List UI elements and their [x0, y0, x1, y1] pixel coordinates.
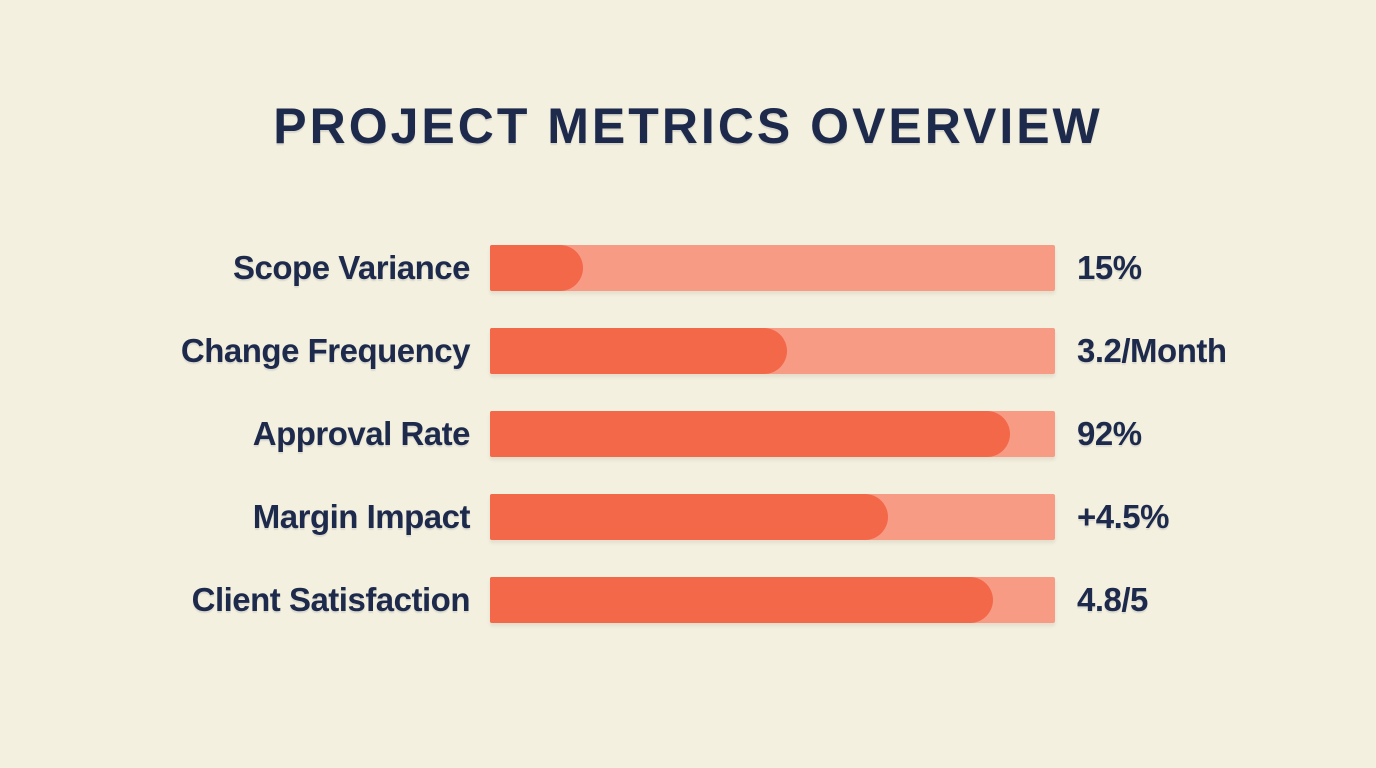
metric-bar-track — [490, 245, 1055, 291]
metric-bar-fill — [490, 328, 787, 374]
metric-row-margin-impact: Margin Impact +4.5% — [0, 494, 1376, 540]
metric-value: 3.2/Month — [1077, 332, 1227, 369]
metric-bar-track — [490, 577, 1055, 623]
metric-bar-fill — [490, 245, 584, 291]
metric-row-scope-variance: Scope Variance 15% — [0, 245, 1376, 291]
metric-bar-fill — [490, 411, 1010, 457]
metric-label: Margin Impact — [252, 498, 471, 535]
metric-value: 92% — [1077, 415, 1142, 452]
metric-row-client-satisfaction: Client Satisfaction 4.8/5 — [0, 577, 1376, 623]
metric-bar-track — [490, 494, 1055, 540]
metric-label: Change Frequency — [180, 332, 471, 369]
metric-label: Client Satisfaction — [191, 581, 471, 618]
metric-value: 4.8/5 — [1077, 581, 1148, 618]
metric-bar-track — [490, 411, 1055, 457]
metric-bar-fill — [490, 577, 993, 623]
metric-label: Scope Variance — [233, 249, 470, 286]
metric-label: Approval Rate — [252, 415, 471, 452]
metric-row-change-frequency: Change Frequency 3.2/Month — [0, 328, 1376, 374]
metric-value: 15% — [1077, 249, 1142, 286]
metric-bar-track — [490, 328, 1055, 374]
metric-value: +4.5% — [1077, 498, 1170, 535]
page-title: PROJECT METRICS OVERVIEW — [273, 98, 1103, 154]
metrics-list: Scope Variance 15% Change Frequency 3.2/… — [0, 245, 1376, 660]
metric-bar-fill — [490, 494, 889, 540]
metric-row-approval-rate: Approval Rate 92% — [0, 411, 1376, 457]
